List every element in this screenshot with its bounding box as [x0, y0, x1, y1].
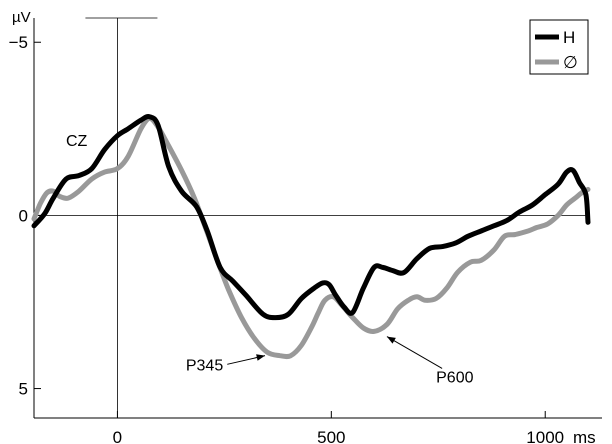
series-group — [31, 114, 591, 360]
channel-label: CZ — [66, 133, 88, 150]
annotation-label: P345 — [186, 357, 223, 374]
series-line-h — [31, 114, 591, 321]
y-tick-group: −5 0 5 — [9, 33, 41, 399]
x-tick-label: 0 — [113, 428, 122, 444]
legend-label-null: ∅ — [563, 53, 578, 72]
y-tick-label: 0 — [19, 206, 28, 225]
axes — [33, 17, 602, 419]
y-unit-label: µV — [12, 9, 31, 26]
annotation-arrow-shaft — [386, 336, 443, 369]
annotation-group: P345 P600 — [186, 336, 474, 386]
y-tick-label: 5 — [19, 380, 28, 399]
annotation-arrow-head — [386, 336, 396, 344]
x-unit-label: ms — [573, 428, 596, 444]
series-line-null — [31, 115, 591, 360]
x-tick-label: 1000 — [526, 428, 564, 444]
x-tick-label: 500 — [317, 428, 345, 444]
legend: H ∅ — [529, 19, 589, 75]
x-tick-group: 0 500 1000 — [113, 411, 564, 444]
annotation-label: P600 — [436, 369, 473, 386]
y-tick-label: −5 — [9, 33, 28, 52]
annotation-arrow-head — [256, 354, 266, 361]
legend-box — [529, 19, 589, 75]
legend-label-h: H — [563, 28, 575, 47]
